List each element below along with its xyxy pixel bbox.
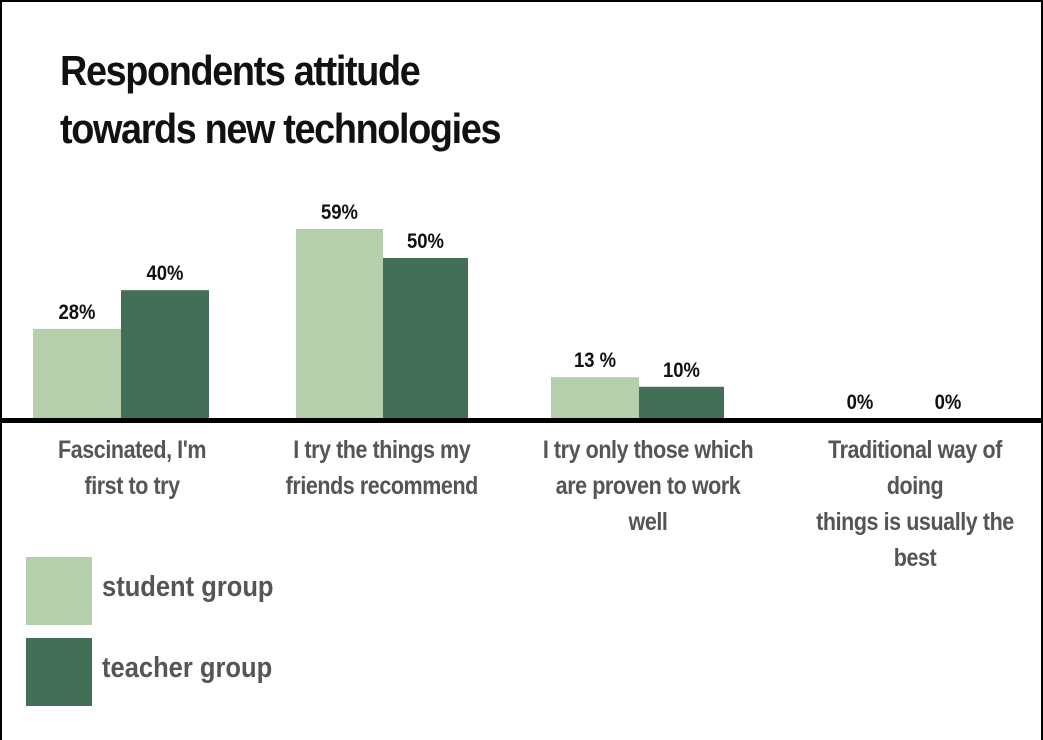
value-labels-layer: 28% 40% 59% 50% 13 % 10% 0% 0%: [59, 201, 962, 414]
bar-student-cat-0: [33, 328, 121, 419]
category-label-friends-recommend: I try the things my friends recommend: [285, 436, 479, 500]
bar-teacher-cat-2: [639, 386, 724, 419]
bar-student-cat-2: [551, 377, 639, 419]
category-label-traditional: Traditional way of doing things is usual…: [816, 436, 1014, 572]
legend-swatch-teacher: [26, 638, 92, 706]
value-label-teacher-cat-3: 0%: [935, 391, 962, 414]
legend-label-teacher: teacher group: [102, 652, 273, 684]
chart-title: Respondents attitude towards new technol…: [60, 47, 502, 152]
category-label-fascinated: Fascinated, I'm first to try: [57, 436, 207, 500]
bar-student-cat-1: [296, 229, 383, 419]
value-label-student-cat-0: 28%: [59, 301, 96, 324]
value-label-teacher-cat-1: 50%: [407, 230, 444, 253]
legend-label-student: student group: [102, 571, 274, 603]
value-label-student-cat-3: 0%: [847, 391, 874, 414]
bar-teacher-cat-0: [121, 290, 209, 419]
legend-swatch-student: [26, 557, 92, 625]
value-label-student-cat-1: 59%: [321, 201, 358, 224]
bar-teacher-cat-1: [383, 257, 468, 419]
bars-layer: [33, 229, 724, 419]
value-label-teacher-cat-0: 40%: [147, 262, 184, 285]
category-label-proven: I try only those which are proven to wor…: [542, 436, 754, 536]
value-label-student-cat-2: 13 %: [574, 349, 616, 372]
value-label-teacher-cat-2: 10%: [663, 359, 700, 382]
